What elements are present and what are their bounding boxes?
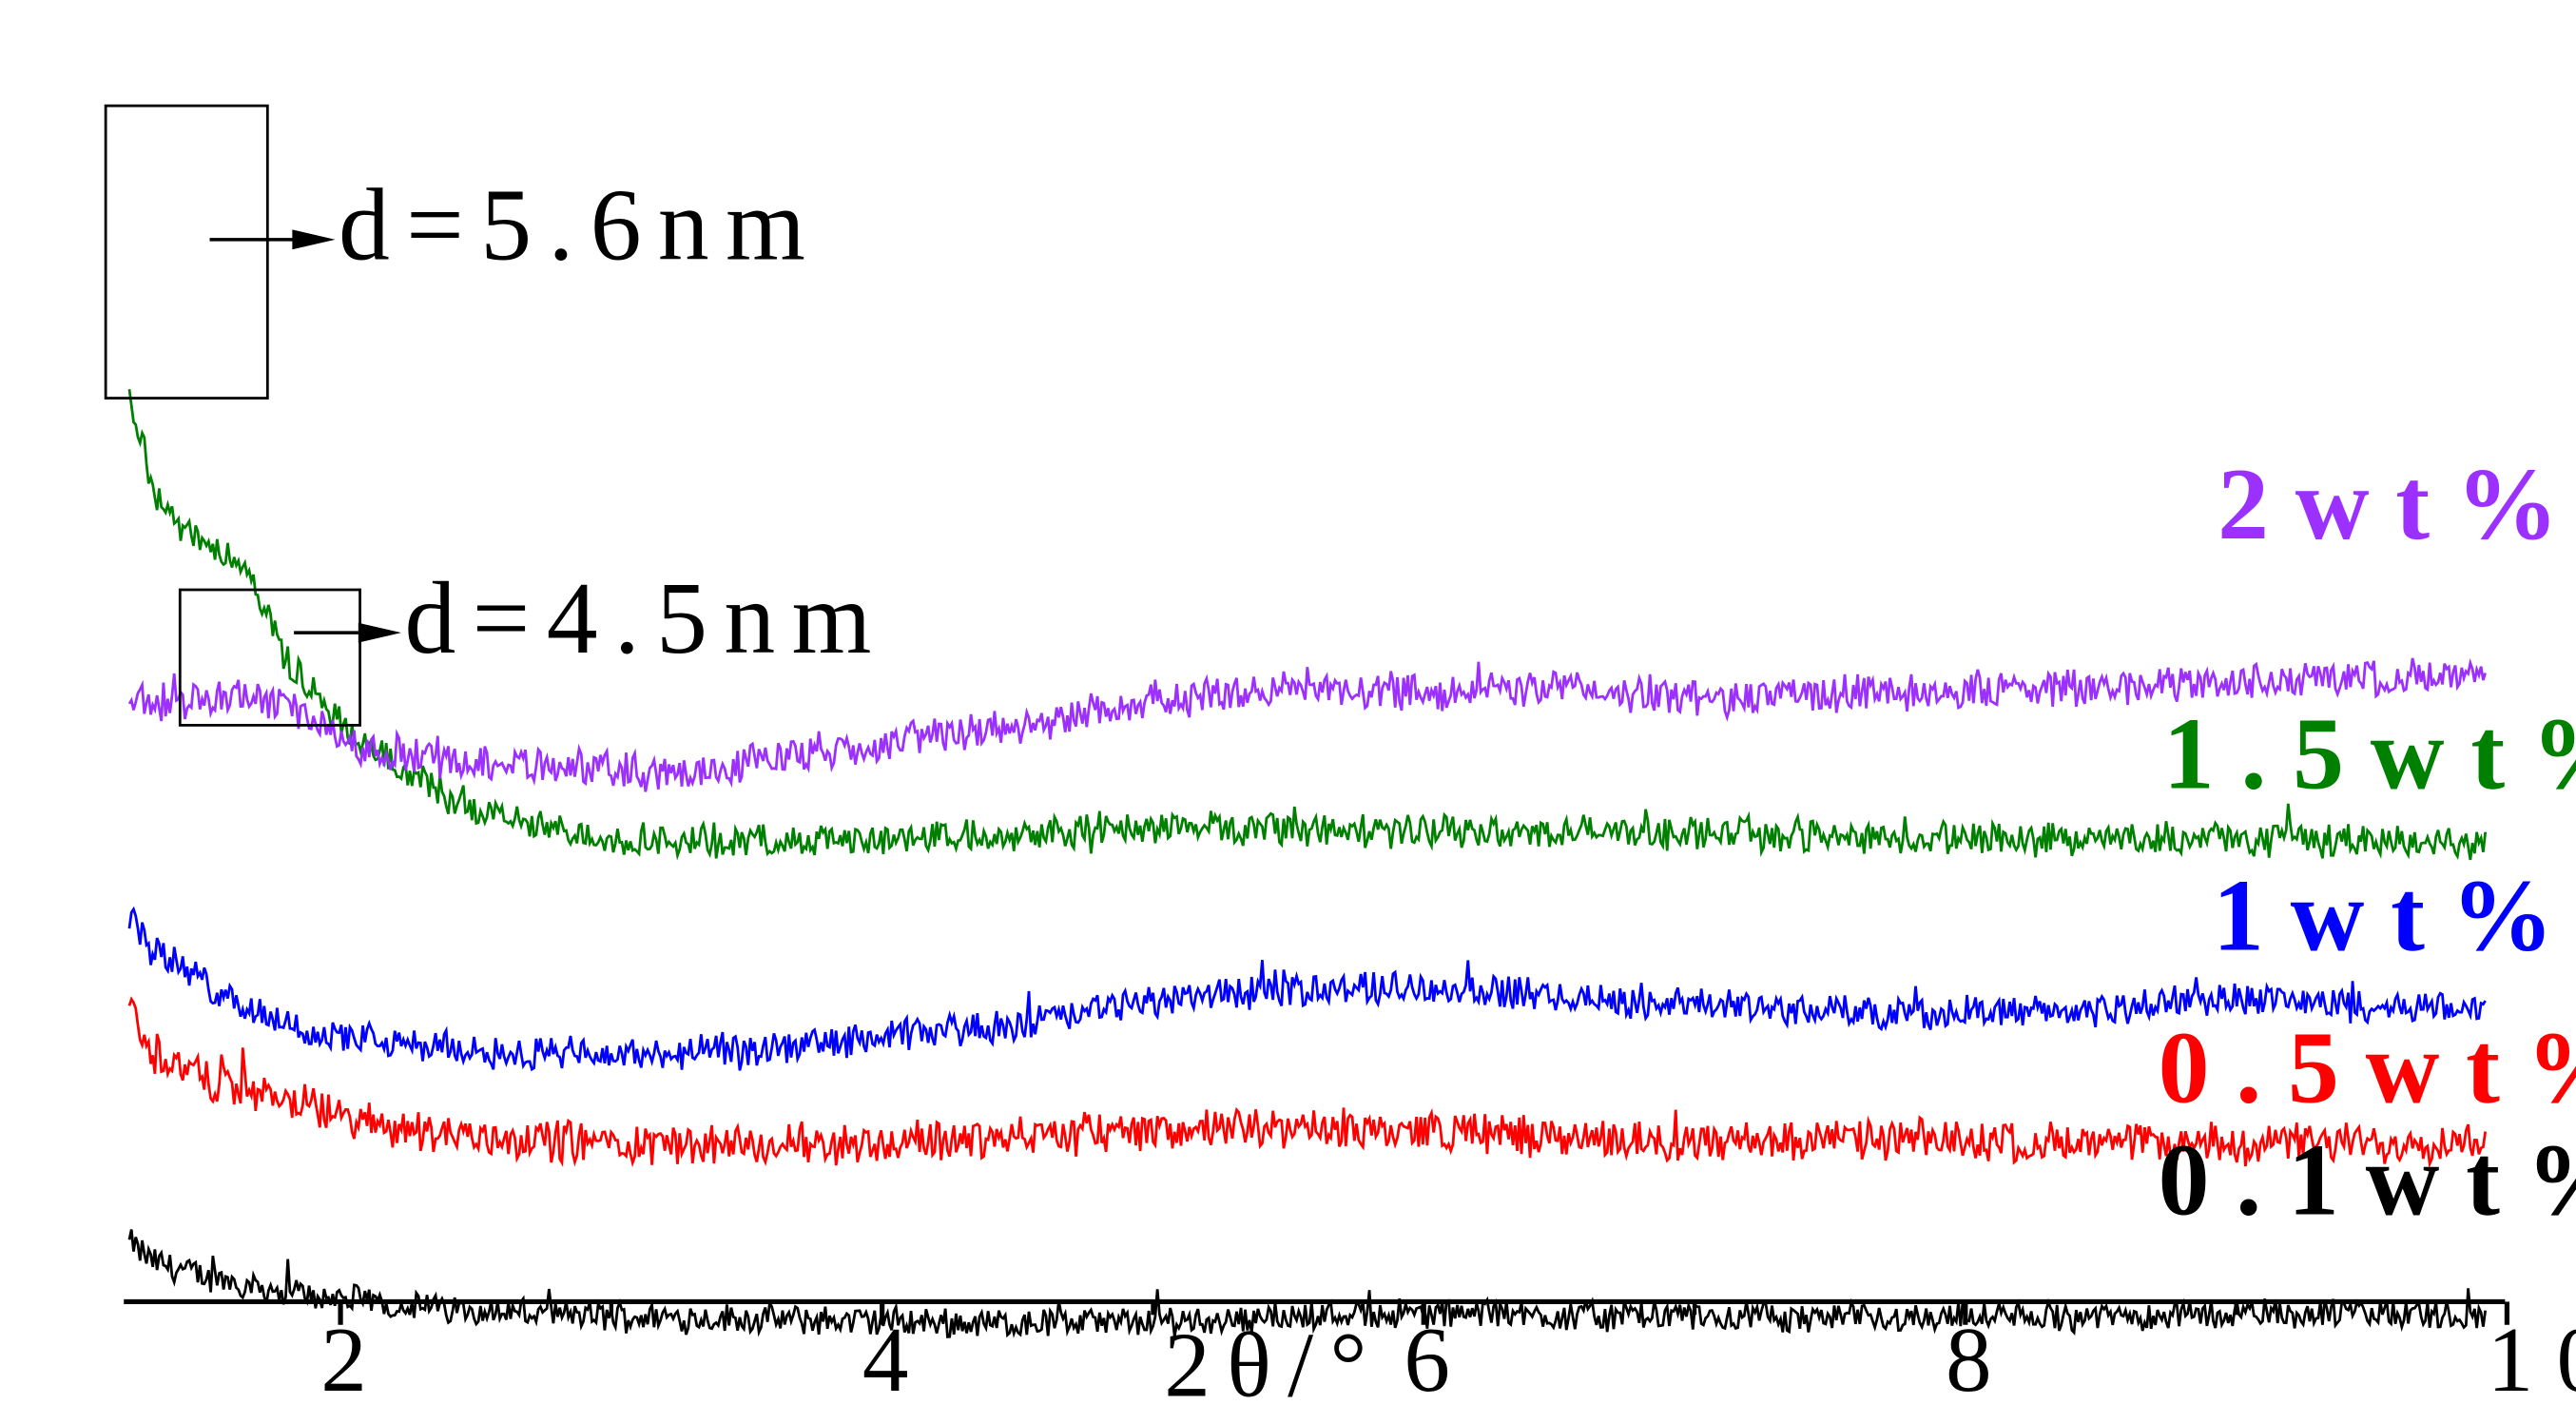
x-axis-label: 2θ/° (1164, 1314, 1384, 1416)
highlight-box-d45 (178, 588, 361, 727)
label-0-5wt: 0.5wt% (2159, 1011, 2576, 1124)
label-1-5wt: 1.5wt% (2163, 697, 2576, 810)
arrow-head-d45 (358, 622, 401, 643)
x-tick-label: 10 (2488, 1309, 2576, 1412)
series-line-1-5wt- (127, 388, 2488, 861)
annotation-d56: d=5.6nm (104, 104, 822, 400)
series-labels: 2wt% 1.5wt% 1wt% 0.5wt% 0.1wt% (2159, 448, 2576, 1237)
highlight-box-d56 (104, 104, 269, 400)
series-line-0-5wt- (127, 996, 2488, 1169)
x-tick-label: 8 (1946, 1309, 2015, 1412)
x-axis: 2 4 6 8 10 2θ/° (124, 1298, 2576, 1416)
series-line-2wt- (127, 657, 2487, 792)
series-line-1wt- (127, 906, 2487, 1072)
label-1wt: 1wt% (2213, 860, 2576, 973)
label-2wt: 2wt% (2218, 448, 2576, 561)
annotation-d45: d=4.5nm (178, 562, 887, 727)
series-layer (127, 388, 2488, 1338)
x-ticks: 2 4 6 8 10 (320, 1301, 2576, 1412)
x-tick-label: 6 (1404, 1309, 1473, 1412)
annotation-label-d56: d=5.6nm (339, 169, 822, 283)
label-0-1wt: 0.1wt% (2159, 1123, 2576, 1237)
x-tick-label: 2 (320, 1309, 390, 1412)
annotation-label-d45: d=4.5nm (404, 562, 887, 675)
arrow-head-d56 (292, 229, 336, 250)
x-tick-label: 4 (862, 1309, 932, 1412)
